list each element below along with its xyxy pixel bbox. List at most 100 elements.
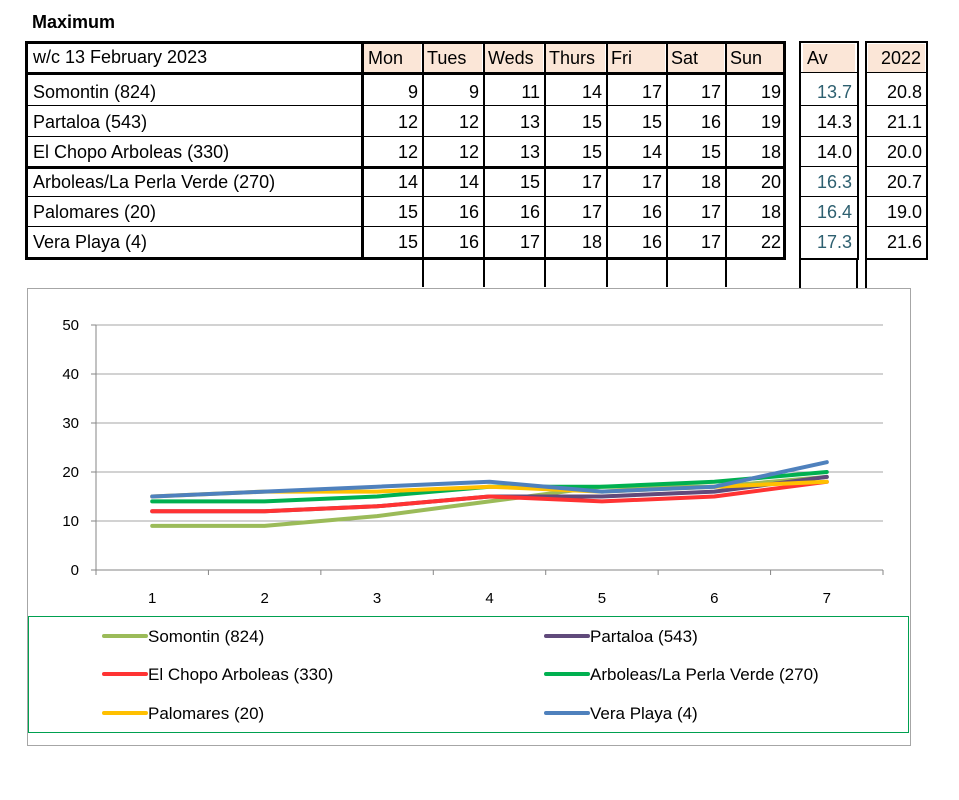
row-name: Arboleas/La Perla Verde (270): [33, 172, 276, 192]
table-grid-line: [422, 41, 424, 287]
table-grid-line: [361, 41, 364, 260]
day-value: 18: [700, 172, 721, 192]
table-grid-line: [799, 166, 859, 167]
day-value: 17: [641, 82, 662, 102]
day-header: Sat: [667, 44, 724, 72]
legend-label: Vera Playa (4): [590, 704, 698, 723]
table-grid-line: [799, 72, 859, 73]
year-value: 21.1: [886, 112, 922, 132]
row-name: Vera Playa (4): [33, 232, 148, 252]
day-header: Thurs: [545, 44, 605, 72]
legend-label: Partaloa (543): [590, 627, 698, 646]
average-column-border: [799, 41, 859, 260]
x-tick-label: 5: [598, 590, 606, 607]
year-header: 2022: [868, 44, 925, 72]
table-grid-line: [799, 226, 859, 227]
day-value: 15: [641, 112, 662, 132]
table-grid-line: [865, 196, 928, 197]
day-header: Fri: [607, 44, 665, 72]
table-grid-line: [856, 258, 858, 288]
day-header: Sun: [726, 44, 784, 72]
table-grid-line: [865, 136, 928, 137]
day-value: 22: [760, 232, 781, 252]
day-value: 19: [760, 82, 781, 102]
y-tick-label: 20: [62, 464, 79, 481]
day-value: 15: [700, 142, 721, 162]
year-value: 19.0: [886, 202, 922, 222]
day-value: 16: [519, 202, 540, 222]
day-value: 14: [397, 172, 418, 192]
table-grid-line: [544, 41, 546, 287]
x-tick-label: 7: [823, 590, 831, 607]
series-line-3: [150, 479, 829, 514]
day-value: 15: [581, 142, 602, 162]
table-grid-line: [865, 226, 928, 227]
table-grid-line: [25, 196, 786, 197]
day-value: 19: [760, 112, 781, 132]
y-tick-label: 50: [62, 317, 79, 334]
week-label: w/c 13 February 2023: [33, 47, 208, 67]
day-header: Weds: [484, 44, 543, 72]
day-value: 17: [581, 172, 602, 192]
day-value: 17: [641, 172, 662, 192]
legend-label: Somontin (824): [148, 627, 264, 646]
day-value: 14: [458, 172, 479, 192]
legend-label: Arboleas/La Perla Verde (270): [590, 665, 819, 684]
row-name: Palomares (20): [33, 202, 157, 222]
day-value: 16: [641, 232, 662, 252]
day-value: 15: [397, 202, 418, 222]
day-value: 12: [397, 142, 418, 162]
table-grid-line: [799, 258, 801, 288]
row-name: El Chopo Arboleas (330): [33, 142, 230, 162]
y-tick-label: 40: [62, 366, 79, 383]
table-grid-line: [865, 105, 928, 106]
average-value: 17.3: [816, 232, 852, 252]
legend-label: Palomares (20): [148, 704, 264, 723]
table-grid-line: [865, 72, 928, 73]
table-grid-line: [725, 41, 727, 287]
table-grid-line: [799, 136, 859, 137]
x-tick-label: 3: [373, 590, 381, 607]
day-value: 15: [397, 232, 418, 252]
day-value: 11: [521, 82, 540, 102]
chart-frame: [27, 288, 911, 746]
day-value: 14: [641, 142, 662, 162]
day-value: 13: [519, 112, 540, 132]
table-grid-line: [25, 226, 786, 227]
average-value: 14.3: [816, 112, 852, 132]
table-grid-line: [666, 41, 668, 287]
x-tick-label: 4: [485, 590, 493, 607]
average-header: Av: [803, 44, 855, 72]
table-grid-line: [483, 41, 485, 287]
series-line-6: [150, 460, 829, 499]
page-title: Maximum: [32, 12, 116, 32]
day-value: 9: [407, 82, 418, 102]
day-value: 17: [700, 202, 721, 222]
day-value: 18: [760, 142, 781, 162]
day-value: 18: [581, 232, 602, 252]
day-value: 12: [458, 142, 479, 162]
table-grid-line: [865, 166, 928, 167]
legend-label: El Chopo Arboleas (330): [148, 665, 333, 684]
year-column-border: [865, 41, 928, 260]
average-value: 16.3: [816, 172, 852, 192]
day-value: 12: [458, 112, 479, 132]
day-value: 15: [519, 172, 540, 192]
table-grid-line: [799, 196, 859, 197]
table-grid-line: [865, 258, 867, 288]
day-value: 13: [519, 142, 540, 162]
y-tick-label: 0: [71, 562, 79, 579]
table-grid-line: [25, 166, 786, 169]
day-value: 17: [700, 232, 721, 252]
x-tick-label: 2: [260, 590, 268, 607]
day-value: 16: [458, 202, 479, 222]
day-value: 16: [700, 112, 721, 132]
day-header: Tues: [423, 44, 482, 72]
average-value: 14.0: [816, 142, 852, 162]
day-value: 16: [641, 202, 662, 222]
day-value: 9: [468, 82, 479, 102]
day-header: Mon: [364, 44, 421, 72]
table-grid-line: [606, 41, 608, 287]
day-value: 17: [581, 202, 602, 222]
